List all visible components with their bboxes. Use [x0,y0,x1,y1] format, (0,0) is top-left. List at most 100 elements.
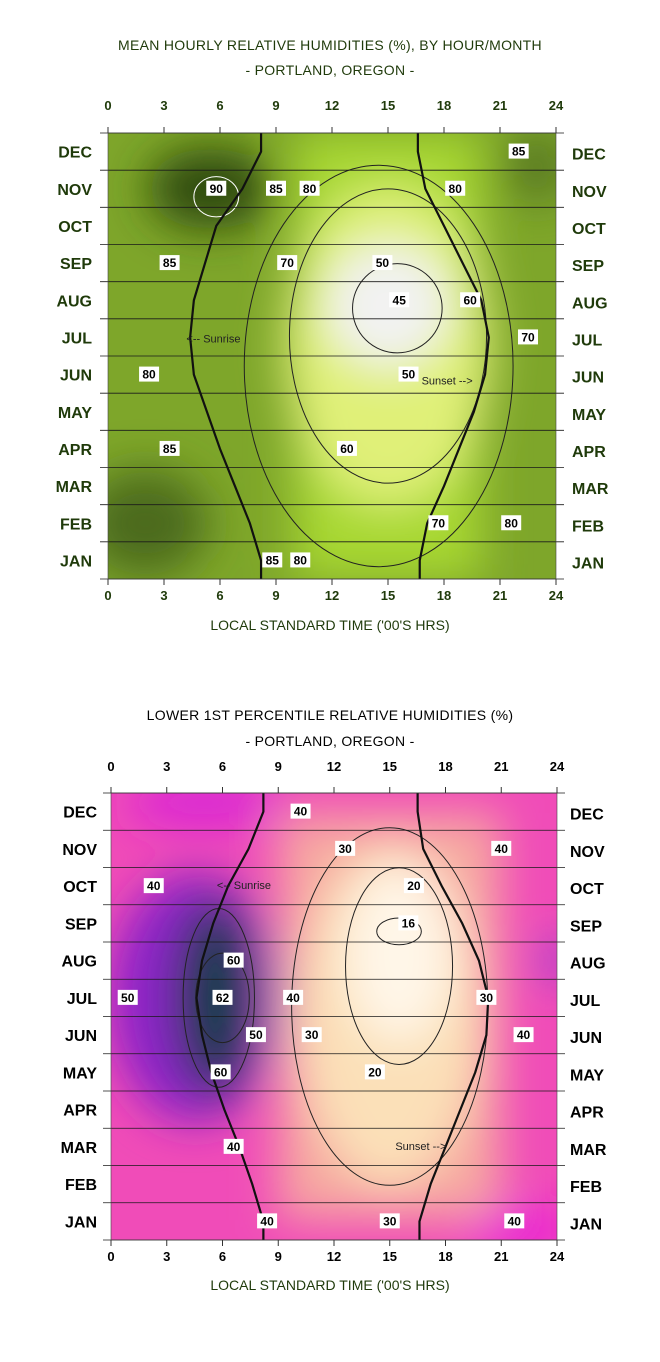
svg-text:85: 85 [512,145,526,159]
contour-label: 50 [245,1027,266,1043]
svg-text:30: 30 [383,1214,397,1228]
contour-label: 60 [460,292,481,308]
month-label-right: OCT [570,881,604,898]
month-label-left: NOV [62,842,97,859]
x-tick-top: 21 [493,98,507,113]
contour-label: 30 [301,1027,322,1043]
x-tick-top: 0 [107,759,114,774]
chart1-subtitle: - PORTLAND, OREGON - [245,62,415,78]
contour-label: 20 [403,878,424,894]
x-tick-top: 21 [494,759,508,774]
svg-text:70: 70 [281,256,295,270]
contour-label: 16 [398,915,419,931]
svg-text:40: 40 [227,1140,241,1154]
contour-label: 80 [501,515,522,531]
chart1-x-axis-label: LOCAL STANDARD TIME ('00'S HRS) [210,617,450,633]
contour-label: 40 [290,803,311,819]
contour-label: 40 [491,840,512,856]
x-tick-bottom: 9 [275,1249,282,1264]
svg-text:30: 30 [305,1028,319,1042]
x-tick-top: 9 [272,98,279,113]
month-label-right: SEP [570,918,602,935]
x-tick-top: 12 [327,759,341,774]
month-label-left: OCT [63,879,97,896]
month-label-left: JAN [65,1214,97,1231]
svg-text:16: 16 [402,916,416,930]
contour-label: 85 [266,180,286,196]
sunset-annotation: Sunset --> [422,376,473,388]
month-label-left: MAR [56,479,93,496]
contour-label: 50 [398,366,419,382]
contour-label: 85 [159,255,180,270]
month-label-left: NOV [57,182,92,199]
contour-label: 50 [117,989,138,1005]
svg-text:60: 60 [340,442,354,456]
month-label-left: JAN [60,553,92,570]
month-label-left: JUL [62,330,92,347]
x-tick-bottom: 0 [107,1249,114,1264]
month-label-right: FEB [570,1179,602,1196]
month-label-left: SEP [60,256,92,273]
month-label-left: JUN [65,1028,97,1045]
x-tick-bottom: 21 [493,588,507,603]
month-label-left: AUG [61,954,97,971]
svg-text:50: 50 [121,991,135,1005]
contour-label: 85 [508,143,529,159]
contour-label: 70 [518,329,538,345]
x-tick-top: 0 [104,98,111,113]
svg-text:85: 85 [163,256,177,270]
svg-text:50: 50 [376,256,390,270]
x-tick-top: 24 [550,759,565,774]
month-label-right: JAN [570,1216,602,1233]
x-tick-bottom: 3 [160,588,167,603]
x-tick-bottom: 18 [437,588,451,603]
contour-lines [193,164,514,568]
svg-text:30: 30 [480,991,494,1005]
x-tick-top: 9 [275,759,282,774]
svg-text:40: 40 [508,1214,522,1228]
x-tick-top: 18 [438,759,452,774]
contour-label: 45 [389,292,410,308]
svg-text:80: 80 [303,182,317,196]
x-tick-top: 15 [381,98,395,113]
chart2-title: LOWER 1ST PERCENTILE RELATIVE HUMIDITIES… [146,707,514,723]
svg-text:60: 60 [227,954,241,968]
month-label-right: SEP [572,258,604,275]
contour-label: 30 [476,989,497,1005]
x-tick-bottom: 15 [383,1249,397,1264]
svg-text:62: 62 [216,991,230,1005]
contour-label: 40 [513,1027,534,1043]
month-label-left: AUG [56,293,92,310]
chart1-title: MEAN HOURLY RELATIVE HUMIDITIES (%), BY … [118,37,542,53]
month-label-right: MAR [570,1142,607,1159]
month-label-right: MAY [572,407,606,424]
contour-label: 70 [428,515,449,531]
svg-text:20: 20 [368,1065,382,1079]
sunrise-curve [189,133,263,579]
contour-label: 30 [335,840,356,856]
contour-label: 40 [504,1213,525,1229]
contour-label: 70 [277,255,298,270]
month-label-right: JUN [570,1030,602,1047]
contour-label: 60 [336,440,357,456]
contour-label: 80 [299,180,320,196]
contour-label: 40 [257,1213,278,1229]
x-tick-top: 15 [383,759,397,774]
month-label-left: FEB [60,516,92,533]
month-label-right: DEC [572,147,606,164]
x-tick-bottom: 9 [272,588,279,603]
svg-text:40: 40 [517,1028,531,1042]
month-label-right: APR [570,1105,604,1122]
x-tick-top: 6 [219,759,226,774]
month-label-right: NOV [572,184,607,201]
month-label-left: MAY [58,405,92,422]
month-label-left: MAR [61,1140,98,1157]
x-tick-bottom: 24 [549,588,564,603]
sunrise-curve [195,793,265,1240]
sunset-annotation: Sunset --> [395,1141,446,1153]
svg-text:20: 20 [407,879,421,893]
x-tick-top: 3 [163,759,170,774]
contour-label: 85 [159,440,180,456]
month-label-left: SEP [65,916,97,933]
